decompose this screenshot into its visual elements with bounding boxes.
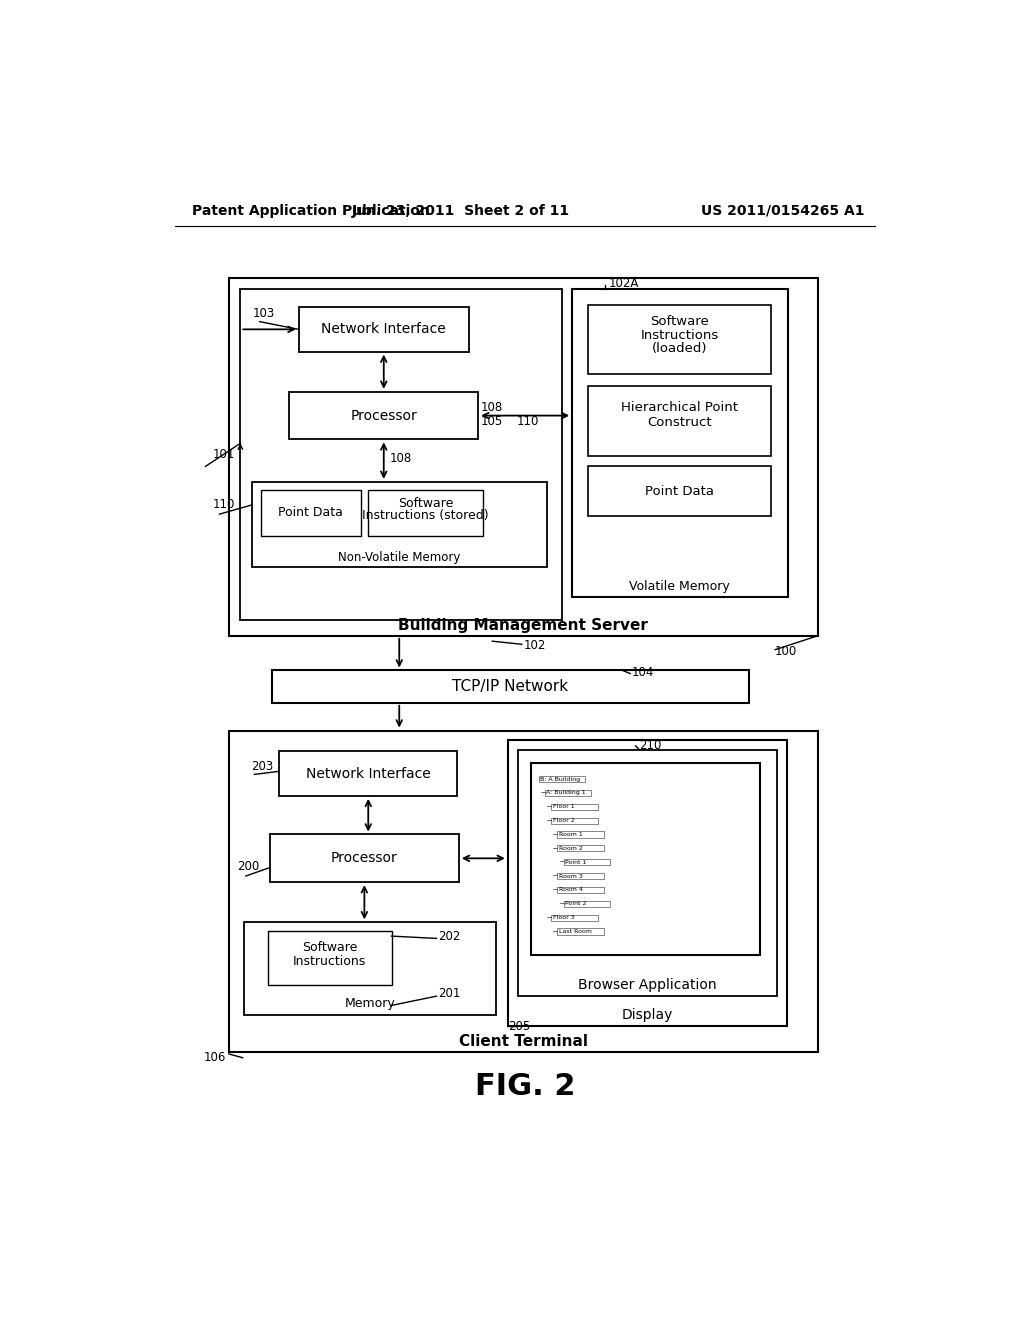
- Text: Hierarchical Point: Hierarchical Point: [622, 401, 738, 414]
- Text: Instructions: Instructions: [641, 329, 719, 342]
- Text: Volatile Memory: Volatile Memory: [630, 579, 730, 593]
- Text: 108: 108: [480, 401, 503, 414]
- Text: Instructions (stored): Instructions (stored): [362, 510, 488, 523]
- Bar: [518, 750, 776, 997]
- Bar: [551, 817, 598, 824]
- Text: Network Interface: Network Interface: [322, 322, 446, 337]
- Text: Software: Software: [302, 941, 357, 954]
- Bar: [539, 776, 586, 781]
- Bar: [245, 923, 496, 1015]
- Text: Point 1: Point 1: [565, 859, 587, 865]
- Text: 110: 110: [517, 416, 540, 428]
- Text: FIG. 2: FIG. 2: [474, 1072, 575, 1101]
- Text: 101: 101: [213, 449, 234, 462]
- Text: 110: 110: [213, 499, 234, 511]
- Bar: [545, 789, 592, 796]
- Text: Network Interface: Network Interface: [306, 767, 431, 780]
- Text: 200: 200: [238, 861, 260, 874]
- Text: 205: 205: [508, 1020, 530, 1034]
- Bar: [299, 308, 469, 351]
- Text: Browser Application: Browser Application: [578, 978, 717, 993]
- Text: Point Data: Point Data: [279, 506, 343, 519]
- Text: 104: 104: [632, 667, 654, 680]
- Text: 105: 105: [480, 416, 503, 428]
- Text: Construct: Construct: [647, 416, 712, 429]
- Text: Point Data: Point Data: [645, 484, 715, 498]
- Text: US 2011/0154265 A1: US 2011/0154265 A1: [700, 203, 864, 218]
- Bar: [589, 387, 771, 455]
- Text: 102: 102: [523, 639, 546, 652]
- Text: Non-Volatile Memory: Non-Volatile Memory: [338, 550, 461, 564]
- Text: Processor: Processor: [331, 851, 397, 866]
- Text: Software: Software: [398, 496, 454, 510]
- Bar: [241, 289, 562, 620]
- Bar: [557, 832, 604, 838]
- Bar: [589, 466, 771, 516]
- Bar: [557, 887, 604, 892]
- Text: Point 2: Point 2: [565, 902, 587, 907]
- Text: 201: 201: [438, 987, 461, 1001]
- Text: Display: Display: [622, 1008, 673, 1023]
- Text: Floor 2: Floor 2: [553, 818, 574, 824]
- Bar: [551, 804, 598, 810]
- Bar: [508, 739, 786, 1026]
- Text: 100: 100: [775, 644, 798, 657]
- Text: 103: 103: [253, 308, 275, 321]
- Text: Building Management Server: Building Management Server: [398, 618, 648, 632]
- Text: 203: 203: [252, 760, 273, 774]
- Bar: [572, 289, 787, 598]
- Bar: [557, 845, 604, 851]
- Text: 108: 108: [390, 453, 413, 465]
- Bar: [228, 277, 818, 636]
- Bar: [369, 490, 483, 536]
- Bar: [252, 482, 547, 566]
- Bar: [563, 859, 610, 866]
- Text: Client Terminal: Client Terminal: [459, 1034, 588, 1049]
- Text: Processor: Processor: [350, 409, 417, 422]
- Text: 210: 210: [640, 739, 662, 751]
- Text: (loaded): (loaded): [652, 342, 708, 355]
- Bar: [280, 751, 458, 796]
- Text: Last Room: Last Room: [559, 929, 592, 935]
- Text: 102A: 102A: [608, 277, 639, 290]
- Bar: [289, 392, 478, 440]
- Bar: [272, 671, 749, 702]
- Text: Software: Software: [650, 315, 710, 329]
- Text: TCP/IP Network: TCP/IP Network: [453, 678, 568, 694]
- Text: Instructions: Instructions: [293, 954, 367, 968]
- Bar: [531, 763, 760, 956]
- Bar: [557, 928, 604, 935]
- Text: Memory: Memory: [345, 998, 395, 1010]
- Bar: [557, 873, 604, 879]
- Text: Room 3: Room 3: [559, 874, 583, 879]
- Bar: [563, 900, 610, 907]
- Bar: [267, 931, 391, 985]
- Bar: [261, 490, 360, 536]
- Text: 202: 202: [438, 929, 461, 942]
- Text: Patent Application Publication: Patent Application Publication: [191, 203, 429, 218]
- Bar: [551, 915, 598, 921]
- Text: 106: 106: [204, 1051, 226, 1064]
- Text: Room 1: Room 1: [559, 832, 583, 837]
- Text: Room 2: Room 2: [559, 846, 583, 851]
- Bar: [589, 305, 771, 374]
- Text: A: Building 1: A: Building 1: [547, 791, 586, 796]
- Bar: [228, 730, 818, 1052]
- Text: Floor 3: Floor 3: [553, 915, 574, 920]
- Bar: [270, 834, 459, 882]
- Text: B: A Building: B: A Building: [541, 776, 581, 781]
- Text: Jun. 23, 2011  Sheet 2 of 11: Jun. 23, 2011 Sheet 2 of 11: [352, 203, 570, 218]
- Text: Room 4: Room 4: [559, 887, 583, 892]
- Text: Floor 1: Floor 1: [553, 804, 574, 809]
